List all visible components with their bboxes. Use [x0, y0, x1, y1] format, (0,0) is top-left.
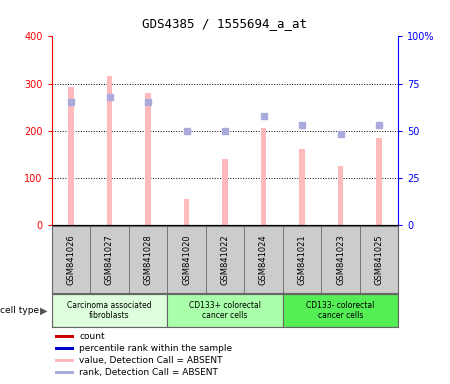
Bar [167, 294, 283, 327]
Text: GSM841020: GSM841020 [182, 234, 191, 285]
Bar [68, 87, 74, 225]
Bar [261, 128, 266, 225]
Text: CD133+ colorectal
cancer cells: CD133+ colorectal cancer cells [189, 301, 261, 320]
Bar [338, 166, 343, 225]
Bar [184, 199, 189, 225]
Text: GSM841022: GSM841022 [220, 234, 230, 285]
Bar [283, 294, 398, 327]
Bar [222, 159, 228, 225]
Bar [55, 359, 74, 362]
Text: Carcinoma associated
fibroblasts: Carcinoma associated fibroblasts [67, 301, 152, 320]
Text: count: count [80, 332, 105, 341]
Bar [55, 371, 74, 374]
Text: GSM841021: GSM841021 [297, 234, 306, 285]
Bar [52, 294, 167, 327]
Text: GSM841024: GSM841024 [259, 234, 268, 285]
Text: GDS4385 / 1555694_a_at: GDS4385 / 1555694_a_at [143, 17, 307, 30]
Text: GSM841023: GSM841023 [336, 234, 345, 285]
Text: GSM841025: GSM841025 [374, 234, 383, 285]
Bar [376, 137, 382, 225]
Text: percentile rank within the sample: percentile rank within the sample [80, 344, 233, 353]
Text: GSM841028: GSM841028 [144, 234, 153, 285]
Text: GSM841026: GSM841026 [67, 234, 76, 285]
Bar [145, 93, 151, 225]
Text: cell type: cell type [0, 306, 40, 315]
Text: GSM841027: GSM841027 [105, 234, 114, 285]
Text: value, Detection Call = ABSENT: value, Detection Call = ABSENT [80, 356, 223, 365]
Bar [55, 347, 74, 351]
Text: rank, Detection Call = ABSENT: rank, Detection Call = ABSENT [80, 368, 218, 377]
Bar [299, 149, 305, 225]
Text: CD133- colorectal
cancer cells: CD133- colorectal cancer cells [306, 301, 375, 320]
Text: ▶: ▶ [40, 305, 47, 316]
Bar [107, 76, 112, 225]
Bar [55, 335, 74, 338]
